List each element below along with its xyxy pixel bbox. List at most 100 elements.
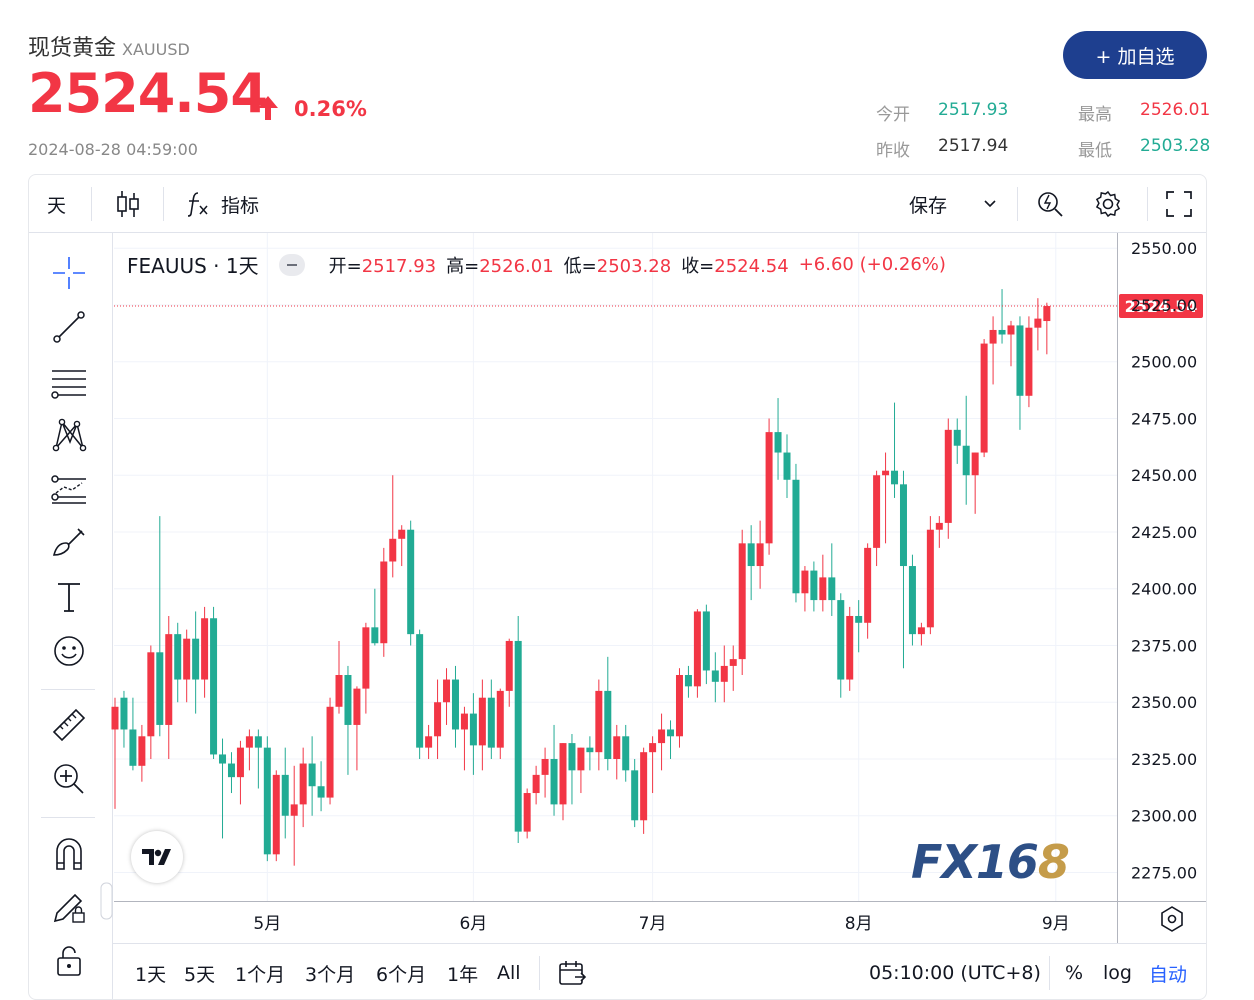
- interval-selector[interactable]: 天: [47, 194, 67, 217]
- ruler-icon[interactable]: [49, 705, 89, 745]
- price-chart[interactable]: 2524.54 2550.00 2525.00 2500.00 2475.00 2450.…: [29, 175, 1207, 943]
- candle: [165, 615, 173, 759]
- fx168-watermark: FX168: [911, 835, 1070, 889]
- tradingview-logo[interactable]: [131, 831, 183, 883]
- gear-icon[interactable]: [1093, 175, 1123, 233]
- candle: [935, 516, 943, 548]
- candle: [747, 525, 755, 601]
- trend-line-icon[interactable]: [49, 307, 89, 347]
- candle: [281, 747, 289, 839]
- candle: [729, 645, 737, 691]
- candle: [308, 736, 316, 816]
- candle: [711, 652, 719, 703]
- candle: [891, 402, 899, 498]
- fx-icon: [187, 192, 208, 217]
- candle: [953, 418, 961, 464]
- lock-drawing-icon[interactable]: [49, 887, 89, 927]
- candle: [156, 516, 164, 737]
- candle: [389, 475, 397, 578]
- candle: [254, 729, 262, 789]
- y-tick-label: 2500.00: [1131, 353, 1197, 372]
- range-1m[interactable]: 1个月: [235, 963, 286, 986]
- chevron-down-icon[interactable]: [983, 199, 997, 209]
- high-value: 2526.01: [1140, 100, 1211, 120]
- range-3m[interactable]: 3个月: [305, 963, 356, 986]
- y-tick-label: 2300.00: [1131, 807, 1197, 826]
- candle: [855, 600, 863, 653]
- candle: [111, 697, 119, 809]
- candle: [434, 679, 442, 759]
- candle: [523, 788, 531, 839]
- auto-scale-toggle[interactable]: 自动: [1149, 963, 1188, 986]
- candle: [505, 638, 513, 707]
- high-label: 最高: [1078, 105, 1112, 125]
- candle: [147, 645, 155, 759]
- candle: [550, 724, 558, 816]
- candle: [577, 747, 585, 794]
- range-1d[interactable]: 1天: [135, 963, 167, 986]
- candle: [1025, 316, 1033, 408]
- open-label: 今开: [876, 105, 910, 125]
- candle: [864, 543, 872, 639]
- brush-icon[interactable]: [49, 523, 89, 563]
- emoji-icon[interactable]: [49, 631, 89, 671]
- magnet-icon[interactable]: [49, 833, 89, 873]
- candle: [460, 706, 468, 771]
- candle: [738, 529, 746, 675]
- candle: [559, 743, 567, 821]
- candle: [595, 679, 603, 771]
- candle: [120, 690, 128, 748]
- x-tick-label: 6月: [459, 914, 487, 934]
- range-1y[interactable]: 1年: [447, 963, 479, 986]
- candle: [219, 738, 227, 839]
- candle: [532, 765, 540, 805]
- unlock-icon[interactable]: [49, 941, 89, 981]
- save-button[interactable]: 保存: [909, 175, 997, 233]
- pattern-icon[interactable]: [49, 415, 89, 455]
- log-scale-toggle[interactable]: log: [1103, 962, 1132, 984]
- candle: [828, 543, 836, 616]
- candle: [658, 713, 666, 771]
- y-tick-label: 2400.00: [1131, 580, 1197, 599]
- scale-settings-icon[interactable]: [1161, 906, 1183, 932]
- candle: [882, 452, 890, 544]
- candle: [299, 747, 307, 828]
- percent-scale-toggle[interactable]: %: [1065, 962, 1084, 984]
- prev-close-value: 2517.94: [938, 136, 1009, 156]
- fullscreen-icon[interactable]: [1165, 175, 1193, 233]
- candle: [371, 588, 379, 646]
- legend-collapse-button[interactable]: [278, 253, 305, 276]
- toolbar-collapse-handle: [100, 882, 113, 920]
- candle: [245, 729, 253, 771]
- candle: [416, 629, 424, 759]
- indicators-button[interactable]: 指标: [185, 175, 259, 233]
- candle: [201, 606, 209, 698]
- candle: [362, 622, 370, 714]
- candle: [138, 724, 146, 782]
- candle: [693, 609, 701, 698]
- candle: [568, 734, 576, 805]
- fib-retracement-icon[interactable]: [49, 361, 89, 401]
- y-tick-label: 2550.00: [1131, 239, 1197, 258]
- calendar-range-icon[interactable]: [557, 944, 587, 999]
- candle: [801, 566, 809, 612]
- candle: [675, 668, 683, 748]
- text-icon[interactable]: [49, 577, 89, 617]
- add-watchlist-button[interactable]: + 加自选: [1063, 31, 1207, 79]
- candle: [989, 316, 997, 385]
- zoom-in-icon[interactable]: [49, 759, 89, 799]
- candle: [398, 525, 406, 567]
- quick-search-icon[interactable]: [1035, 175, 1065, 233]
- candle: [174, 622, 182, 703]
- y-tick-label: 2275.00: [1131, 863, 1197, 882]
- range-6m[interactable]: 6个月: [376, 963, 427, 986]
- clock-time[interactable]: 05:10:00 (UTC+8): [869, 962, 1041, 984]
- candle: [774, 398, 782, 480]
- crosshair-icon[interactable]: [49, 253, 89, 293]
- range-5d[interactable]: 5天: [184, 963, 216, 986]
- x-tick-label: 7月: [639, 914, 667, 934]
- candles-icon[interactable]: [115, 175, 141, 233]
- range-all[interactable]: All: [497, 962, 521, 984]
- candle: [272, 770, 280, 862]
- forecast-icon[interactable]: [49, 469, 89, 509]
